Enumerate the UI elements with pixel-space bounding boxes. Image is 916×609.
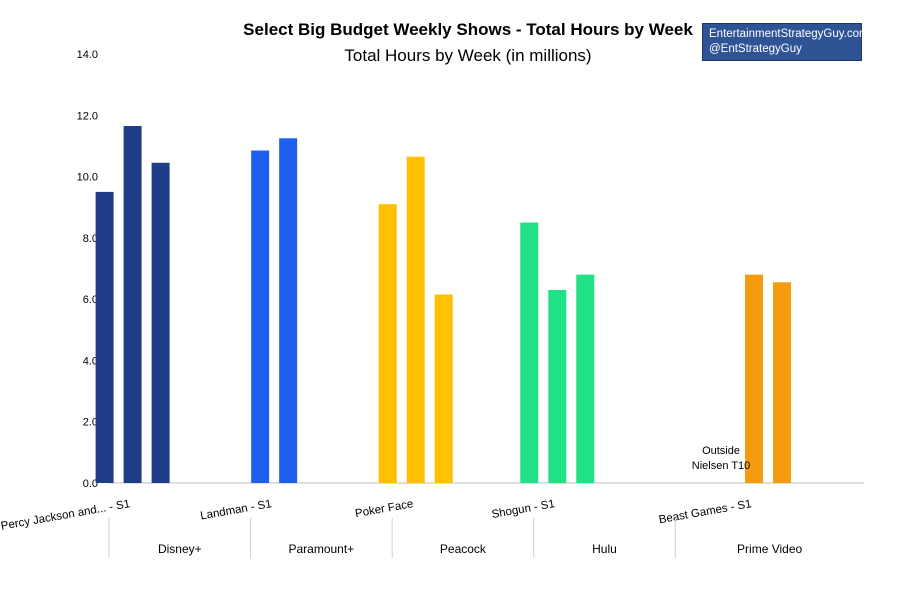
network-label: Prime Video	[737, 542, 802, 556]
network-label: Disney+	[158, 542, 202, 556]
bar-peacock-week-2	[406, 156, 425, 483]
y-tick-label: 2.0	[83, 417, 98, 429]
bar-hulu-week-1	[520, 222, 539, 484]
credit-box: EntertainmentStrategyGuy.com @EntStrateg…	[702, 23, 869, 61]
bar-hulu-week-2	[548, 289, 567, 483]
y-tick-label: 12.0	[77, 110, 98, 122]
chart-subtitle: Total Hours by Week (in millions)	[344, 46, 592, 65]
bar-peacock-week-1	[378, 204, 397, 483]
bar-hulu-week-3	[576, 274, 595, 483]
network-label: Hulu	[592, 542, 617, 556]
bar-paramount--week-2	[279, 138, 298, 483]
y-tick-label: 4.0	[83, 355, 98, 367]
credit-website: EntertainmentStrategyGuy.com	[709, 28, 869, 40]
show-label: Landman - S1	[199, 498, 272, 522]
show-label: Shogun - S1	[491, 498, 556, 521]
annotation-text: Outside	[702, 445, 740, 457]
y-tick-label: 0.0	[83, 478, 98, 490]
y-tick-label: 14.0	[77, 49, 98, 61]
y-tick-label: 6.0	[83, 294, 98, 306]
credit-handle: @EntStrategyGuy	[709, 43, 802, 55]
annotation-text: Nielsen T10	[692, 460, 751, 472]
bar-disney--week-3	[151, 162, 170, 483]
bar-disney--week-1	[95, 191, 114, 483]
bar-paramount--week-1	[251, 150, 270, 483]
bar-prime-video-week-3	[773, 282, 792, 483]
bar-peacock-week-3	[434, 294, 453, 483]
bar-disney--week-2	[123, 126, 142, 483]
y-tick-label: 8.0	[83, 233, 98, 245]
show-label: Beast Games - S1	[658, 498, 753, 526]
show-label: Poker Face	[354, 498, 414, 520]
chart-title: Select Big Budget Weekly Shows - Total H…	[243, 20, 693, 39]
bar-prime-video-week-2	[745, 274, 764, 483]
network-label: Peacock	[440, 542, 487, 556]
show-label: Percy Jackson and... - S1	[0, 498, 131, 533]
y-tick-label: 10.0	[77, 172, 98, 184]
network-label: Paramount+	[288, 542, 354, 556]
